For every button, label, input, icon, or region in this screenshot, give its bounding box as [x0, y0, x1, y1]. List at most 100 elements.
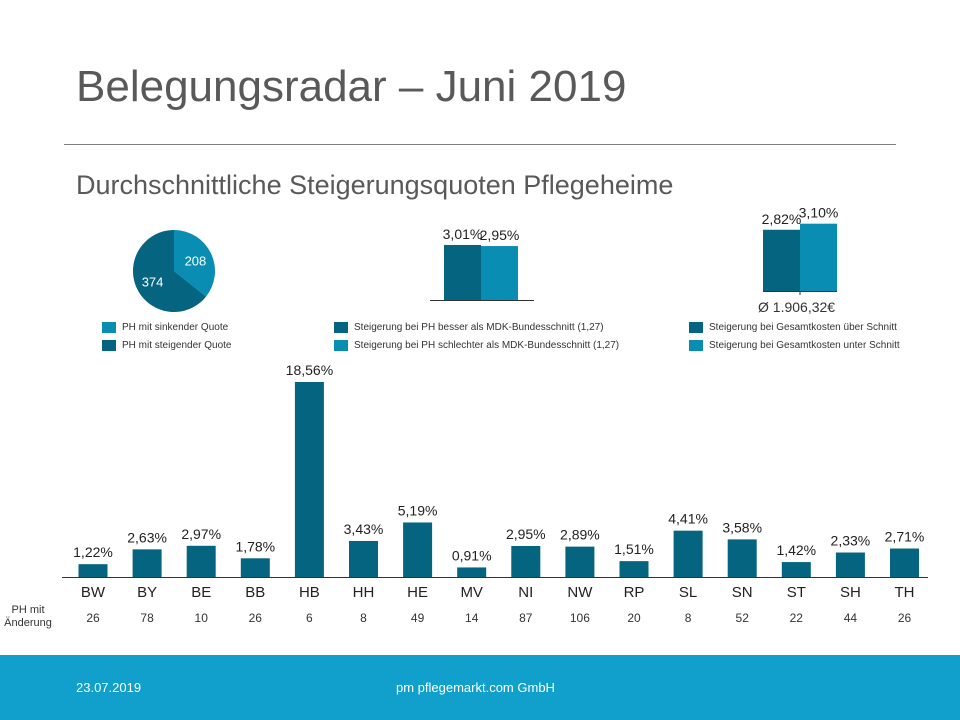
bar-value-label: 2,63% [127, 529, 167, 545]
legend-swatch-dark [334, 321, 348, 333]
pie-slice-0 [174, 230, 215, 297]
category-tick-label: NW [567, 584, 593, 601]
bar-value-label: 1,51% [614, 541, 654, 557]
bar-value-label: 2,97% [181, 526, 221, 542]
ph-count-label: 78 [140, 611, 154, 625]
bar-TH [890, 548, 919, 577]
category-tick-label: NI [518, 584, 533, 601]
bar-value-label: 1,78% [235, 538, 275, 554]
legend-label: Steigerung bei Gesamtkosten unter Schnit… [709, 339, 900, 351]
legend-pie-rising: PH mit steigender Quote [102, 338, 232, 352]
legend-cost-below: Steigerung bei Gesamtkosten unter Schnit… [689, 338, 900, 352]
footer-bar [0, 655, 960, 720]
legend-label: PH mit steigender Quote [122, 339, 232, 351]
legend-swatch-light [102, 321, 116, 333]
mini-bar-value-label: 3,01% [443, 226, 483, 242]
footer-date: 23.07.2019 [76, 680, 142, 695]
legend-swatch-light [334, 339, 348, 351]
bar-ST [781, 562, 811, 577]
bar-value-label: 2,71% [885, 529, 925, 545]
category-tick-label: HH [353, 584, 375, 601]
bar-value-label: 3,43% [344, 521, 384, 537]
ph-count-label: 8 [685, 611, 692, 625]
page-title: Belegungsradar – Juni 2019 [76, 62, 627, 111]
bar-value-label: 1,42% [776, 542, 816, 558]
category-tick-label: MV [460, 584, 483, 601]
bar-value-label: 4,41% [668, 511, 708, 527]
legend-label: Steigerung bei PH besser als MDK-Bundess… [354, 321, 604, 333]
bar-BW [78, 564, 108, 577]
category-tick-label: SH [840, 584, 861, 601]
ph-count-label: 14 [465, 611, 479, 625]
ph-count-label: 87 [519, 611, 533, 625]
category-tick-label: SL [679, 584, 697, 601]
category-tick-label: BY [137, 584, 157, 601]
ph-count-label: 52 [736, 611, 750, 625]
bar-value-label: 2,33% [831, 533, 871, 549]
pie-chart: 208 374 [133, 230, 215, 312]
bar-HB [294, 382, 324, 577]
category-tick-label: BE [191, 584, 211, 601]
ph-count-label: 6 [306, 611, 313, 625]
mini-bar [800, 223, 837, 291]
ph-count-label: 49 [411, 611, 425, 625]
legend-swatch-dark [689, 321, 703, 333]
bar-value-label: 5,19% [398, 502, 438, 518]
category-tick-label: BW [81, 584, 106, 601]
legend-swatch-light [689, 339, 703, 351]
pie-slice-label: 208 [185, 254, 207, 269]
average-cost-label: Ø 1.906,32€ [758, 299, 836, 315]
title-divider [64, 144, 896, 145]
state-bar-chart: 1,22% BW 26 2,63% BY 78 2,97% BE 10 1,78% BB 26 18,5… [62, 362, 928, 625]
legend-label: Steigerung bei Gesamtkosten über Schnitt [709, 321, 897, 333]
mini-bar [481, 246, 518, 300]
bar-value-label: 0,91% [452, 547, 492, 563]
bar-BY [132, 549, 162, 577]
bar-HE [403, 522, 433, 577]
ph-count-row-label: PH mit Änderung [4, 604, 52, 629]
category-tick-label: HE [407, 584, 428, 601]
mini-bar-value-label: 3,10% [799, 205, 839, 221]
ph-count-label: 10 [195, 611, 209, 625]
bar-RP [619, 561, 649, 577]
ph-count-label: 26 [86, 611, 100, 625]
bar-value-label: 2,95% [506, 526, 546, 542]
legend-label: Steigerung bei PH schlechter als MDK-Bun… [354, 339, 620, 351]
legend-ph-better: Steigerung bei PH besser als MDK-Bundess… [334, 320, 604, 334]
ph-count-label: 8 [360, 611, 367, 625]
mini-bar [763, 229, 800, 291]
category-tick-label: ST [787, 584, 806, 601]
legend-label: PH mit sinkender Quote [122, 321, 229, 333]
ph-count-label: 26 [249, 611, 263, 625]
legend-swatch-dark [102, 339, 116, 351]
pie-slice-label: 374 [142, 274, 164, 289]
bar-MV [457, 567, 487, 577]
pie-slice-1 [133, 230, 207, 312]
mini-bar-value-label: 2,95% [480, 227, 520, 243]
bar-BB [240, 558, 270, 577]
category-tick-label: TH [895, 584, 915, 601]
mini-bar [444, 244, 481, 300]
bar-SL [673, 530, 703, 577]
ph-count-label: 22 [790, 611, 804, 625]
footer-company: pm pflegemarkt.com GmbH [396, 680, 555, 695]
ph-count-label: 26 [898, 611, 912, 625]
chart-subtitle: Durchschnittliche Steigerungsquoten Pfle… [76, 170, 674, 200]
bar-SH [835, 552, 865, 577]
ph-count-label: 106 [570, 611, 590, 625]
legend-pie-falling: PH mit sinkender Quote [102, 320, 228, 334]
ph-count-label: 44 [844, 611, 858, 625]
bar-BE [186, 545, 216, 577]
category-tick-label: BB [245, 584, 265, 601]
bar-value-label: 18,56% [286, 362, 333, 378]
bar-value-label: 3,58% [722, 519, 762, 535]
bar-NI [511, 546, 541, 577]
bar-value-label: 1,22% [73, 544, 113, 560]
bar-SN [727, 539, 757, 577]
legend-ph-worse: Steigerung bei PH schlechter als MDK-Bun… [334, 338, 619, 352]
cost-comparison-chart: 2,82%3,10% [762, 205, 839, 295]
legend-cost-above: Steigerung bei Gesamtkosten über Schnitt [689, 320, 897, 334]
category-tick-label: RP [624, 584, 645, 601]
mini-bar-value-label: 2,82% [762, 211, 802, 227]
bar-value-label: 2,89% [560, 527, 600, 543]
